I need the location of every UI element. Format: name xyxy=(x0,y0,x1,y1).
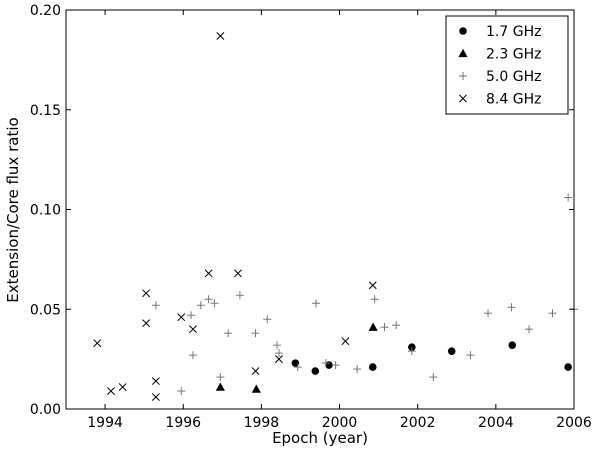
y-tick-label: 0.10 xyxy=(30,203,61,219)
data-point xyxy=(447,347,456,355)
data-point xyxy=(321,359,330,368)
data-point xyxy=(507,303,516,312)
data-point xyxy=(215,382,225,391)
data-point xyxy=(151,301,160,310)
x-axis-ticks: 1994 1996 1998 2000 2002 2004 2006 xyxy=(87,10,592,431)
data-point xyxy=(142,289,151,298)
data-point xyxy=(508,341,517,349)
data-point xyxy=(466,351,475,360)
legend-label: 1.7 GHz xyxy=(486,24,541,40)
y-axis-label: Extension/Core flux ratio xyxy=(4,117,22,302)
data-point xyxy=(251,329,260,338)
data-point xyxy=(224,329,233,338)
data-point xyxy=(392,321,401,330)
data-point xyxy=(93,339,102,348)
data-point xyxy=(484,309,493,318)
legend-entry: 1.7 GHz xyxy=(459,24,541,40)
data-point xyxy=(263,315,272,324)
data-point xyxy=(177,387,186,396)
legend-entry: 5.0 GHz xyxy=(459,69,541,85)
data-point xyxy=(368,322,378,331)
data-point xyxy=(251,384,261,393)
data-point xyxy=(407,347,416,356)
x-tick-label: 1996 xyxy=(165,415,201,431)
data-point xyxy=(293,363,302,372)
data-point xyxy=(233,269,242,278)
y-axis-ticks: 0.00 0.05 0.10 0.15 0.20 xyxy=(30,3,574,418)
x-tick-label: 1998 xyxy=(244,415,280,431)
data-point xyxy=(368,281,377,290)
y-tick-label: 0.05 xyxy=(30,302,61,318)
data-point xyxy=(216,31,225,40)
data-point xyxy=(370,295,379,304)
data-point xyxy=(311,367,320,375)
data-point xyxy=(548,309,557,318)
data-point xyxy=(235,291,244,300)
legend: 1.7 GHz 2.3 GHz 5.0 GHz 8.4 GHz xyxy=(445,15,569,115)
legend-label: 2.3 GHz xyxy=(486,47,541,63)
data-point xyxy=(151,393,160,401)
x-tick-label: 2000 xyxy=(322,415,358,431)
data-point xyxy=(189,325,197,334)
data-point xyxy=(273,341,282,350)
legend-marker xyxy=(459,72,467,80)
legend-label: 8.4 GHz xyxy=(486,92,541,108)
data-point xyxy=(204,269,213,278)
data-point xyxy=(274,349,283,358)
x-tick-label: 2006 xyxy=(556,415,592,431)
data-point xyxy=(353,365,362,374)
data-point xyxy=(312,299,321,308)
data-point xyxy=(429,373,438,382)
data-point xyxy=(525,325,534,334)
data-point xyxy=(368,363,377,371)
data-point xyxy=(251,367,260,376)
legend-marker xyxy=(458,48,468,58)
legend-marker xyxy=(459,94,467,103)
legend-label: 5.0 GHz xyxy=(486,69,541,85)
data-point xyxy=(177,313,186,322)
y-tick-label: 0.20 xyxy=(30,3,61,19)
data-point xyxy=(564,193,573,202)
data-point xyxy=(210,299,219,308)
data-point xyxy=(331,361,340,370)
y-tick-label: 0.00 xyxy=(30,402,61,418)
data-marks xyxy=(93,31,578,401)
data-point xyxy=(275,355,283,364)
series-5-0-ghz xyxy=(151,193,578,396)
series-2-3-ghz xyxy=(215,322,378,393)
data-point xyxy=(118,383,127,392)
data-point xyxy=(151,377,160,386)
series-8-4-ghz xyxy=(93,31,377,401)
legend-entry: 2.3 GHz xyxy=(458,47,541,63)
data-point xyxy=(189,351,197,360)
data-point xyxy=(187,311,196,320)
data-point xyxy=(216,373,225,382)
data-point xyxy=(106,387,115,395)
data-point xyxy=(142,319,151,328)
legend-marker xyxy=(459,27,467,35)
x-tick-label: 1994 xyxy=(87,415,123,431)
data-point xyxy=(380,323,389,332)
data-point xyxy=(196,301,205,310)
x-tick-label: 2002 xyxy=(400,415,436,431)
legend-entry: 8.4 GHz xyxy=(459,92,541,108)
data-point xyxy=(341,337,350,346)
x-tick-label: 2004 xyxy=(478,415,514,431)
data-point xyxy=(564,363,572,371)
y-tick-label: 0.15 xyxy=(30,103,61,119)
data-point xyxy=(204,295,213,304)
x-axis-label: Epoch (year) xyxy=(272,429,368,447)
